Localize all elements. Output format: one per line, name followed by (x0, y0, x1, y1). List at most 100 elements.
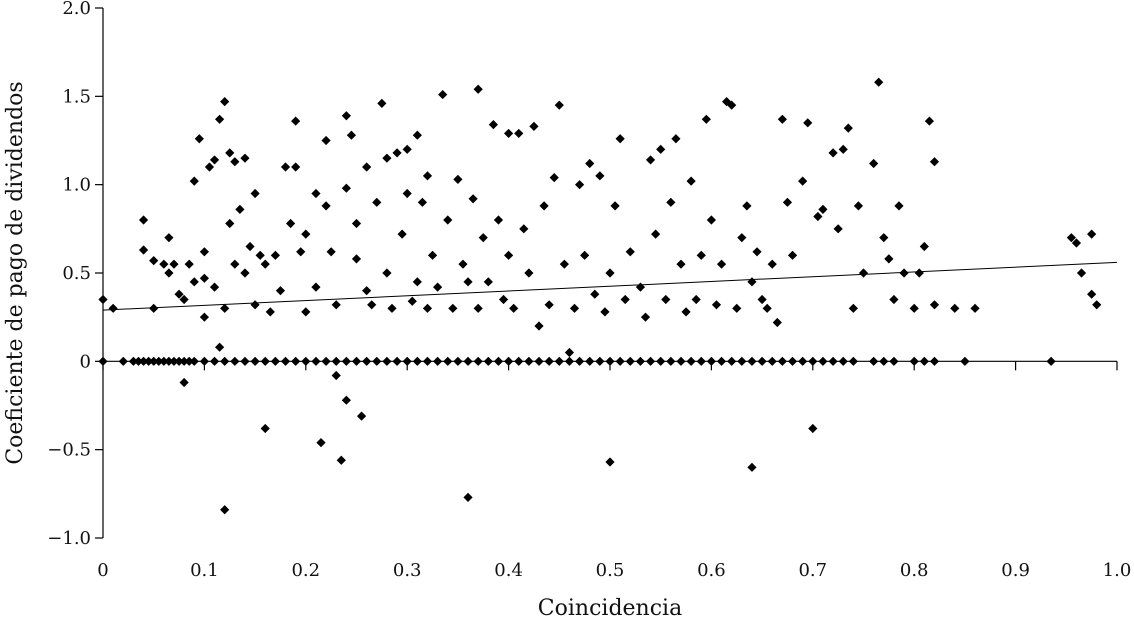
x-tick-label: 0.7 (798, 560, 827, 581)
data-point (448, 303, 458, 313)
data-point (661, 294, 671, 305)
data-point (772, 317, 782, 328)
data-point (493, 215, 504, 225)
data-point (564, 347, 575, 358)
data-point (351, 254, 362, 264)
data-point (382, 153, 392, 163)
data-point (225, 148, 235, 158)
data-point (199, 312, 209, 322)
data-point (209, 155, 220, 165)
data-point (362, 286, 372, 296)
data-point (215, 342, 225, 352)
data-point (656, 144, 666, 154)
y-tick-label: 1.5 (62, 86, 91, 107)
data-point (402, 188, 412, 199)
data-point (164, 268, 174, 278)
data-point (722, 97, 732, 107)
data-point (108, 303, 118, 313)
data-point (950, 303, 960, 313)
data-point (752, 247, 762, 257)
data-point (691, 294, 701, 305)
x-axis-title: Coincidencia (538, 596, 682, 620)
data-point (909, 303, 919, 313)
data-point (580, 250, 590, 260)
data-point (600, 307, 610, 317)
data-point (149, 303, 159, 313)
data-point (458, 259, 468, 269)
data-point (929, 300, 940, 310)
data-point (453, 174, 463, 184)
data-point (742, 201, 752, 211)
data-point (645, 155, 656, 165)
x-tick-label: 0.6 (697, 560, 726, 581)
data-point (509, 303, 519, 313)
data-point (321, 201, 331, 211)
data-point (651, 229, 661, 239)
data-point (260, 423, 270, 434)
data-point (569, 303, 580, 313)
data-point (554, 100, 564, 110)
data-point (853, 201, 864, 211)
data-point (220, 97, 230, 107)
data-point (412, 130, 422, 140)
data-point (275, 286, 286, 296)
data-point (671, 134, 681, 144)
data-point (615, 134, 625, 144)
data-point (443, 215, 453, 225)
data-point (732, 303, 742, 313)
data-point (777, 114, 787, 124)
data-point (478, 233, 488, 243)
y-tick-label: 0.5 (62, 263, 91, 284)
data-point (681, 307, 691, 317)
data-point (301, 307, 311, 317)
y-tick-label: −1.0 (47, 528, 91, 549)
data-point (1066, 233, 1076, 243)
data-point (676, 259, 686, 269)
data-point (848, 303, 858, 313)
y-tick-label: 1.0 (62, 175, 91, 196)
data-point (549, 173, 559, 183)
data-point (514, 128, 524, 139)
x-tick-label: 0.2 (291, 560, 320, 581)
data-point (377, 98, 387, 108)
data-point (610, 201, 620, 211)
data-point (422, 171, 433, 181)
data-point (747, 462, 757, 472)
x-tick-label: 0.8 (900, 560, 929, 581)
data-point (899, 268, 909, 278)
data-point (468, 194, 478, 204)
data-point (351, 218, 362, 229)
data-point (321, 135, 331, 146)
data-point (362, 162, 372, 172)
data-point (544, 300, 554, 310)
data-point (874, 77, 884, 87)
data-point (727, 100, 737, 110)
data-point (189, 277, 199, 287)
data-point (757, 294, 767, 305)
data-point (209, 282, 220, 292)
data-point (433, 282, 443, 292)
data-point (640, 312, 651, 322)
data-point (280, 162, 291, 172)
data-point (488, 120, 498, 130)
x-tick-label: 0.4 (494, 560, 523, 581)
data-point (534, 321, 544, 331)
data-point (838, 144, 848, 154)
data-point (407, 296, 417, 306)
data-point (498, 294, 509, 305)
data-point (894, 201, 904, 211)
data-point (402, 144, 412, 154)
data-point (782, 197, 793, 207)
data-point (250, 188, 260, 199)
data-point (924, 116, 935, 126)
data-point (138, 245, 149, 255)
data-point (706, 215, 716, 225)
data-point (240, 153, 250, 163)
data-point (858, 268, 869, 278)
data-point (828, 148, 838, 158)
data-point (798, 176, 808, 186)
data-point (336, 455, 346, 465)
data-point (843, 123, 853, 133)
data-point (184, 259, 194, 269)
data-point (235, 204, 245, 214)
